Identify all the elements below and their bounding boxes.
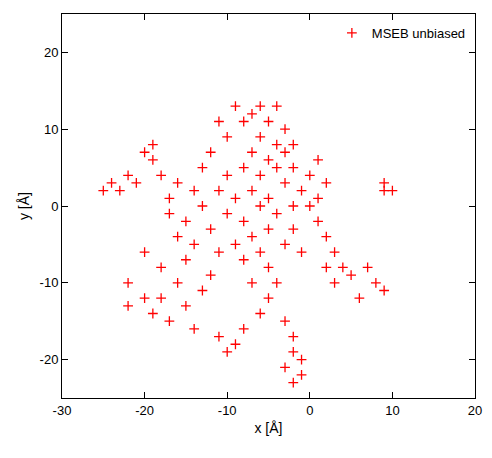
- svg-text:0: 0: [51, 199, 58, 214]
- svg-text:20: 20: [44, 45, 58, 60]
- svg-text:0: 0: [306, 403, 313, 418]
- svg-text:x [Å]: x [Å]: [254, 420, 282, 436]
- svg-text:-30: -30: [53, 403, 72, 418]
- svg-text:-20: -20: [135, 403, 154, 418]
- svg-text:-10: -10: [40, 275, 59, 290]
- svg-text:-10: -10: [218, 403, 237, 418]
- svg-text:10: 10: [44, 122, 58, 137]
- svg-text:20: 20: [468, 403, 482, 418]
- svg-text:y [Å]: y [Å]: [16, 192, 32, 220]
- svg-text:MSEB unbiased: MSEB unbiased: [372, 26, 465, 41]
- svg-text:10: 10: [385, 403, 399, 418]
- svg-text:-20: -20: [40, 352, 59, 367]
